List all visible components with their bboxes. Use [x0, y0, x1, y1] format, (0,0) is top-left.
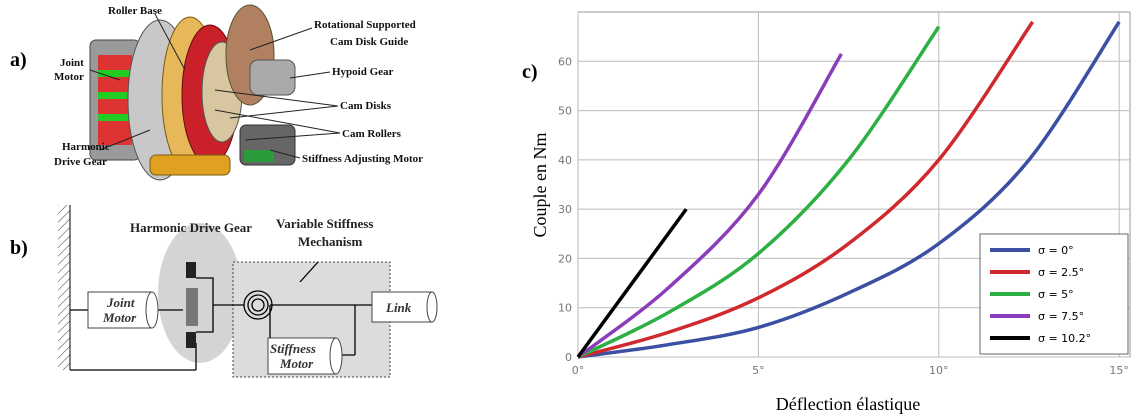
callout: Hypoid Gear — [332, 66, 394, 78]
callout: Harmonic — [62, 141, 110, 153]
callout: Motor — [54, 71, 84, 83]
panel-a: a) Rolle — [10, 5, 423, 180]
callout: Cam Disks — [340, 100, 392, 112]
y-tick-label: 0 — [565, 351, 572, 364]
y-tick-label: 10 — [558, 302, 572, 315]
legend-label: σ = 5° — [1038, 288, 1074, 301]
callout: Roller Base — [108, 5, 162, 17]
panel-label: a) — [10, 49, 27, 71]
callout: Drive Gear — [54, 156, 107, 168]
gear-label: Harmonic Drive Gear — [130, 220, 252, 235]
stiffness-motor-label: Motor — [279, 356, 314, 371]
panel-b: b) — [10, 205, 437, 377]
legend-label: σ = 0° — [1038, 244, 1074, 257]
stiffness-motor-label: Stiffness — [270, 341, 316, 356]
x-axis-label: Déflection élastique — [776, 394, 920, 414]
panel-label: c) — [522, 61, 538, 83]
y-tick-label: 60 — [558, 55, 572, 68]
legend-label: σ = 10.2° — [1038, 332, 1091, 345]
joint-motor-label: Motor — [102, 310, 137, 325]
link-label: Link — [385, 300, 412, 315]
x-tick-label: 0° — [572, 364, 585, 377]
y-axis-label: Couple en Nm — [530, 133, 550, 238]
gear-part — [186, 288, 198, 326]
panel-c: c) Couple en Nm Déflection élastique 0 10… — [522, 12, 1130, 414]
vsm-label: Mechanism — [298, 234, 362, 249]
y-tick-label: 30 — [558, 203, 572, 216]
panel-label: b) — [10, 237, 28, 259]
legend-label: σ = 2.5° — [1038, 266, 1084, 279]
y-tick-label: 40 — [558, 154, 572, 167]
x-tick-label: 5° — [752, 364, 765, 377]
y-tick-label: 20 — [558, 252, 572, 265]
gear-part — [186, 332, 196, 348]
x-tick-label: 15° — [1109, 364, 1129, 377]
callout: Stiffness Adjusting Motor — [302, 153, 423, 165]
callout: Cam Rollers — [342, 128, 402, 140]
legend-label: σ = 7.5° — [1038, 310, 1084, 323]
callout: Joint — [60, 57, 84, 69]
gear-part — [186, 262, 196, 278]
x-tick-label: 10° — [929, 364, 949, 377]
callout: Rotational Supported — [314, 19, 416, 31]
joint-motor-label: Joint — [106, 295, 135, 310]
mechanism-image — [90, 5, 295, 180]
vsm-label: Variable Stiffness — [276, 216, 373, 231]
callout: Cam Disk Guide — [330, 36, 408, 48]
wall-hatch — [58, 205, 70, 370]
gear-area — [158, 223, 242, 363]
y-tick-label: 50 — [558, 105, 572, 118]
figure: a) Rolle — [0, 0, 1138, 416]
